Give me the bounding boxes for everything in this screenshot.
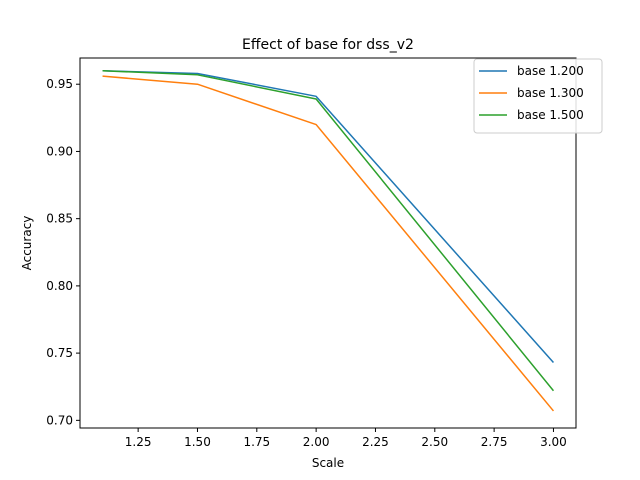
y-tick-label: 0.75 (46, 346, 73, 360)
x-tick-label: 1.25 (125, 435, 152, 449)
y-tick-label: 0.85 (46, 212, 73, 226)
y-tick-label: 0.95 (46, 77, 73, 91)
x-axis-label: Scale (312, 456, 344, 470)
x-tick-label: 2.00 (303, 435, 330, 449)
y-axis: 0.70 0.75 0.80 0.85 0.90 0.95 (46, 77, 80, 427)
x-tick-label: 1.50 (184, 435, 211, 449)
series-line-3 (102, 70, 555, 392)
x-tick-label: 2.50 (421, 435, 448, 449)
legend: base 1.200 base 1.300 base 1.500 (473, 58, 603, 134)
legend-label: base 1.500 (517, 108, 584, 122)
y-tick-label: 0.90 (46, 144, 73, 158)
series-line-2 (102, 75, 555, 412)
x-tick-label: 1.75 (243, 435, 270, 449)
y-tick-label: 0.70 (46, 413, 73, 427)
x-axis: 1.25 1.50 1.75 2.00 2.25 2.50 2.75 3.00 (125, 428, 567, 449)
plot-lines (102, 70, 555, 412)
legend-label: base 1.300 (517, 86, 584, 100)
x-tick-label: 3.00 (540, 435, 567, 449)
plot-frame (79, 57, 577, 429)
chart-title: Effect of base for dss_v2 (242, 37, 414, 53)
legend-label: base 1.200 (517, 64, 584, 78)
y-axis-label: Accuracy (20, 216, 34, 271)
x-tick-label: 2.25 (362, 435, 389, 449)
y-tick-label: 0.80 (46, 279, 73, 293)
x-tick-label: 2.75 (481, 435, 508, 449)
